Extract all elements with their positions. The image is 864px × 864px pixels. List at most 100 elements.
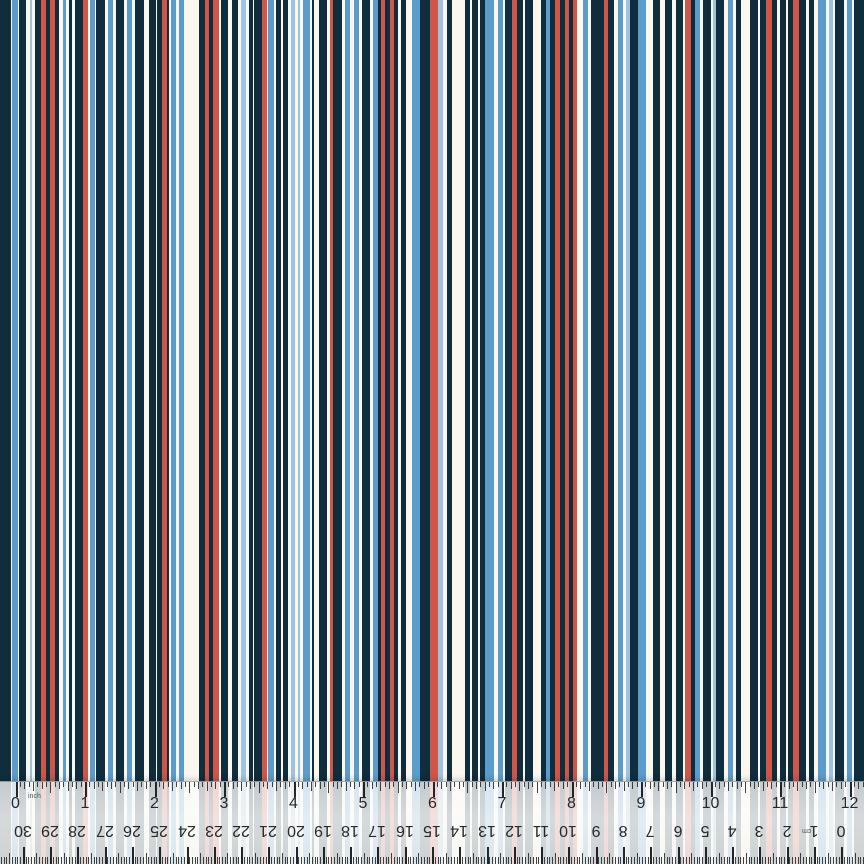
stripe — [683, 0, 685, 864]
inch-tick — [432, 782, 435, 797]
mm-tick — [426, 857, 428, 864]
mm-tick — [388, 857, 390, 864]
mm-tick — [568, 847, 571, 864]
mm-tick — [361, 857, 363, 864]
mm-tick — [33, 857, 35, 864]
inch-tick — [641, 782, 643, 797]
inch-tick — [554, 782, 556, 791]
mm-tick — [505, 857, 507, 864]
stripe — [577, 0, 583, 864]
inch-tick — [688, 782, 690, 787]
stripe — [665, 0, 672, 864]
mm-tick — [429, 857, 431, 864]
mm-tick — [172, 852, 174, 864]
inch-tick — [532, 782, 534, 787]
inch-tick — [614, 782, 616, 789]
inch-tick — [784, 782, 786, 787]
inch-tick — [145, 782, 147, 789]
inch-tick — [823, 782, 825, 789]
mm-tick — [464, 857, 466, 864]
inch-tick — [549, 782, 551, 787]
stripe — [88, 0, 90, 864]
inch-tick — [714, 782, 716, 787]
mm-tick — [541, 847, 544, 864]
stripe — [573, 0, 577, 864]
stripe — [46, 0, 50, 864]
inch-tick — [41, 782, 43, 789]
stripe — [443, 0, 447, 864]
mm-tick — [601, 857, 603, 864]
mm-tick — [718, 852, 720, 864]
mm-tick — [811, 857, 813, 864]
mm-tick — [142, 857, 144, 864]
stripe — [546, 0, 550, 864]
inch-tick — [575, 782, 577, 787]
stripe — [390, 0, 394, 864]
stripe — [406, 0, 412, 864]
inch-tick — [276, 782, 278, 791]
mm-tick — [331, 857, 333, 864]
inch-number: 8 — [567, 795, 576, 812]
cm-number: 8 — [618, 822, 628, 839]
mm-tick — [434, 857, 436, 864]
mm-tick — [336, 852, 338, 864]
inch-tick — [289, 782, 291, 787]
stripe — [432, 0, 438, 864]
inch-tick — [645, 782, 647, 787]
mm-tick — [41, 857, 43, 864]
mm-tick — [22, 847, 25, 864]
mm-tick — [107, 857, 109, 864]
stripe — [69, 0, 72, 864]
cm-number: 0 — [836, 822, 846, 839]
mm-tick — [658, 857, 660, 864]
mm-tick — [126, 857, 128, 864]
inch-tick — [258, 782, 260, 793]
cm-number: 2 — [782, 822, 792, 839]
inch-tick — [367, 782, 369, 787]
stripe — [144, 0, 149, 864]
mm-tick — [639, 857, 641, 864]
stripe — [528, 0, 533, 864]
stripe — [327, 0, 330, 864]
mm-tick — [91, 852, 93, 864]
cm-number: 17 — [368, 822, 387, 839]
mm-tick — [614, 857, 616, 864]
cm-number: 11 — [532, 822, 550, 839]
stripe — [660, 0, 665, 864]
mm-tick — [713, 857, 715, 864]
stripe — [385, 0, 390, 864]
stripe — [588, 0, 591, 864]
cm-number: 27 — [95, 822, 114, 839]
stripe — [354, 0, 359, 864]
mm-tick — [451, 857, 453, 864]
mm-tick — [148, 857, 150, 864]
inch-tick — [580, 782, 582, 789]
mm-tick — [58, 857, 60, 864]
stripe — [171, 0, 176, 864]
mm-tick — [322, 847, 325, 864]
inch-tick — [523, 782, 525, 787]
mm-tick — [762, 857, 764, 864]
inch-tick — [623, 782, 625, 791]
mm-tick — [342, 857, 344, 864]
stripe — [11, 0, 12, 864]
mm-tick — [421, 857, 423, 864]
inch-tick — [184, 782, 186, 787]
stripe — [638, 0, 646, 864]
mm-tick — [186, 847, 189, 864]
cm-number: 5 — [700, 822, 710, 839]
cm-number: 7 — [645, 822, 655, 839]
stripe — [806, 0, 809, 864]
inch-tick — [63, 782, 65, 787]
mm-tick — [347, 857, 349, 864]
inch-tick — [488, 782, 490, 787]
mm-tick — [546, 857, 548, 864]
inch-tick — [37, 782, 39, 787]
mm-tick — [824, 857, 826, 864]
stripe — [623, 0, 626, 864]
mm-tick — [781, 857, 783, 864]
mm-tick — [295, 847, 298, 864]
mm-tick — [284, 857, 286, 864]
inch-tick — [345, 782, 347, 791]
stripe — [724, 0, 728, 864]
